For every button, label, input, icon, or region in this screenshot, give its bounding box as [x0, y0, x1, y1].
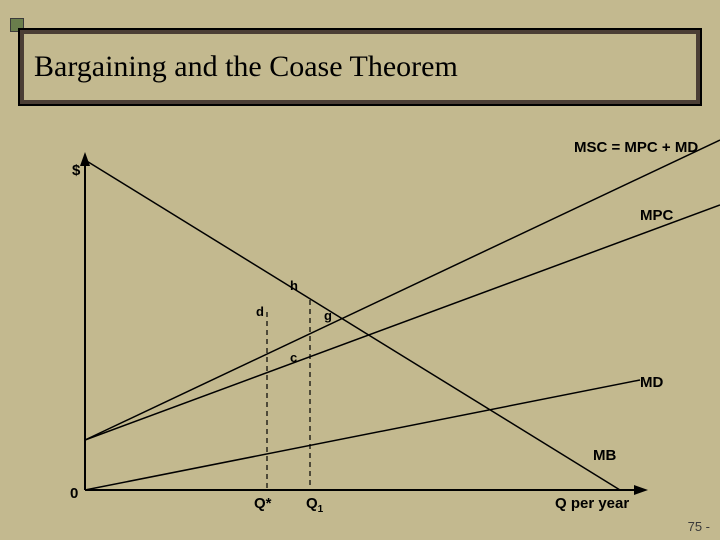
mpc-label: MPC	[640, 207, 674, 224]
chart-svg: $ 0 Q per year Q* Q1 MSC = MPC + MD MPC …	[0, 0, 720, 540]
mpc-line	[85, 205, 720, 440]
x-axis-arrowhead-icon	[634, 485, 648, 495]
c-label: c	[290, 350, 297, 365]
mb-line	[85, 160, 620, 490]
y-axis-arrowhead-icon	[80, 152, 90, 166]
q1-base: Q	[306, 495, 318, 512]
msc-line	[85, 140, 720, 440]
qstar-label: Q*	[254, 495, 272, 512]
g-label: g	[324, 308, 332, 323]
origin-label: 0	[70, 485, 78, 502]
msc-label: MSC = MPC + MD	[574, 139, 698, 156]
md-label: MD	[640, 374, 663, 391]
md-line	[85, 380, 640, 490]
slide: Bargaining and the Coase Theorem $ 0 Q p…	[0, 0, 720, 540]
mb-label: MB	[593, 447, 616, 464]
x-axis-label: Q per year	[555, 495, 629, 512]
y-axis-label: $	[72, 162, 81, 179]
page-number: 75 -	[688, 519, 710, 534]
q1-label: Q1	[306, 495, 324, 515]
d-label: d	[256, 304, 264, 319]
h-label: h	[290, 278, 298, 293]
q1-sub: 1	[318, 504, 324, 515]
